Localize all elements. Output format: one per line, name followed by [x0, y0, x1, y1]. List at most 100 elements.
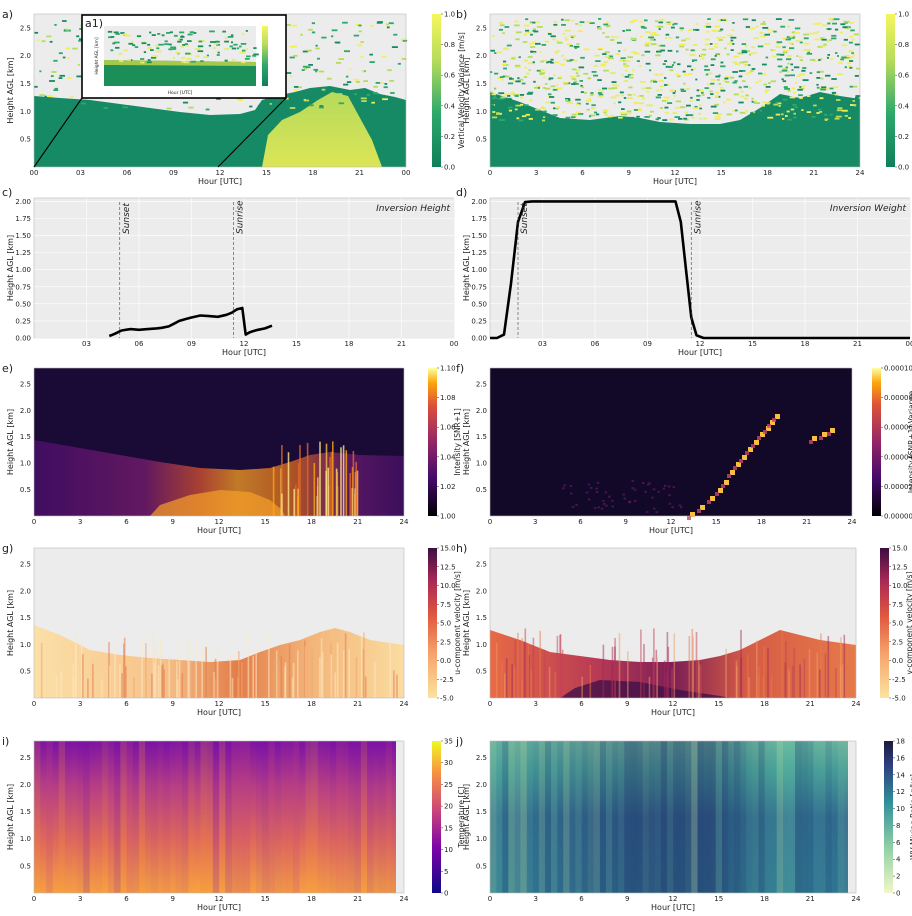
speckle: [315, 47, 320, 50]
speckle: [216, 54, 220, 56]
x-tick-label: 06: [123, 169, 132, 177]
speckle: [708, 48, 715, 50]
speckle: [788, 19, 795, 21]
speckle: [745, 50, 750, 52]
speckle: [589, 115, 592, 118]
speckle: [673, 22, 678, 25]
speckle: [625, 29, 631, 32]
speckle: [499, 24, 505, 27]
speckle: [172, 57, 176, 59]
speckle: [730, 36, 737, 39]
variance-cell: [648, 482, 651, 485]
variance-cell: [662, 487, 666, 490]
y-tick-label: 0.50: [15, 300, 31, 308]
speckle: [699, 107, 702, 110]
speckle: [675, 36, 680, 39]
speckle: [157, 33, 161, 35]
speckle: [703, 25, 708, 28]
speckle: [302, 65, 308, 68]
variance-cell: [707, 500, 711, 504]
speckle: [230, 34, 234, 37]
speckle: [122, 33, 128, 36]
moisture-columns: [490, 741, 857, 893]
speckle: [564, 29, 571, 32]
x-tick-label: 15: [748, 340, 757, 348]
speckle: [738, 101, 744, 104]
y-tick-label: 0.25: [471, 317, 487, 325]
variance-cell: [631, 487, 634, 490]
speckle: [750, 70, 754, 72]
speckle: [786, 36, 790, 38]
field-column: [496, 741, 503, 893]
x-tick-label: 24: [400, 518, 409, 526]
variance-cell: [772, 418, 776, 422]
speckle: [821, 86, 827, 89]
field-column: [593, 741, 600, 893]
streak: [505, 658, 508, 698]
x-axis-label: Hour [UTC]: [197, 903, 241, 912]
inset-field: [104, 60, 256, 86]
speckle: [849, 35, 853, 38]
speckle: [707, 18, 711, 20]
speckle: [353, 78, 360, 81]
speckle: [373, 85, 378, 88]
field-column: [95, 741, 103, 893]
y-tick-label: 1.0: [20, 641, 31, 649]
speckle: [387, 69, 392, 72]
streak: [511, 664, 513, 698]
speckle: [621, 108, 625, 110]
speckle: [819, 87, 824, 90]
speckle: [175, 51, 181, 54]
speckle: [669, 21, 673, 23]
speckle: [824, 118, 829, 121]
speckle: [730, 39, 734, 42]
speckle: [556, 87, 563, 90]
field-column: [305, 741, 312, 893]
speckle: [307, 49, 312, 52]
speckle: [308, 28, 313, 31]
streak: [291, 677, 294, 698]
speckle: [716, 113, 722, 115]
inset-speckle: [107, 30, 259, 64]
streak: [496, 673, 498, 698]
speckle: [509, 77, 513, 80]
streak: [648, 676, 651, 698]
streak: [74, 634, 77, 698]
field-column: [323, 741, 331, 893]
speckle: [246, 55, 251, 58]
speckle: [767, 28, 771, 31]
streak: [55, 676, 58, 698]
axes-frame: [489, 13, 861, 168]
streak: [561, 649, 564, 698]
y-tick-label: 1.25: [15, 249, 31, 257]
speckle: [540, 107, 547, 110]
speckle: [342, 21, 348, 24]
x-tick-label: 6: [124, 895, 129, 903]
variance-cell: [668, 494, 671, 497]
colorbar-tick-label: 12.5: [892, 563, 908, 571]
speckle: [646, 90, 650, 93]
speckle: [149, 31, 152, 34]
colorbar-tick-label: 0.6: [444, 72, 456, 80]
speckle: [818, 59, 821, 61]
speckle: [681, 39, 686, 42]
speckle: [840, 23, 846, 26]
speckle: [318, 70, 325, 73]
field-column: [373, 741, 380, 893]
variance-cell: [595, 491, 599, 493]
speckle: [802, 67, 807, 69]
speckle: [732, 22, 735, 24]
speckle: [680, 90, 687, 92]
streak: [101, 679, 103, 698]
speckle: [834, 117, 840, 120]
speckle: [611, 81, 617, 83]
x-tick-label: 09: [643, 340, 652, 348]
colorbar-tick-label: 2: [896, 873, 900, 881]
x-tick-label: 21: [802, 518, 811, 526]
speckle: [714, 95, 719, 98]
speckle: [520, 96, 524, 99]
speckle: [701, 94, 705, 96]
colorbar-tick-label: 0.00010: [884, 365, 912, 373]
